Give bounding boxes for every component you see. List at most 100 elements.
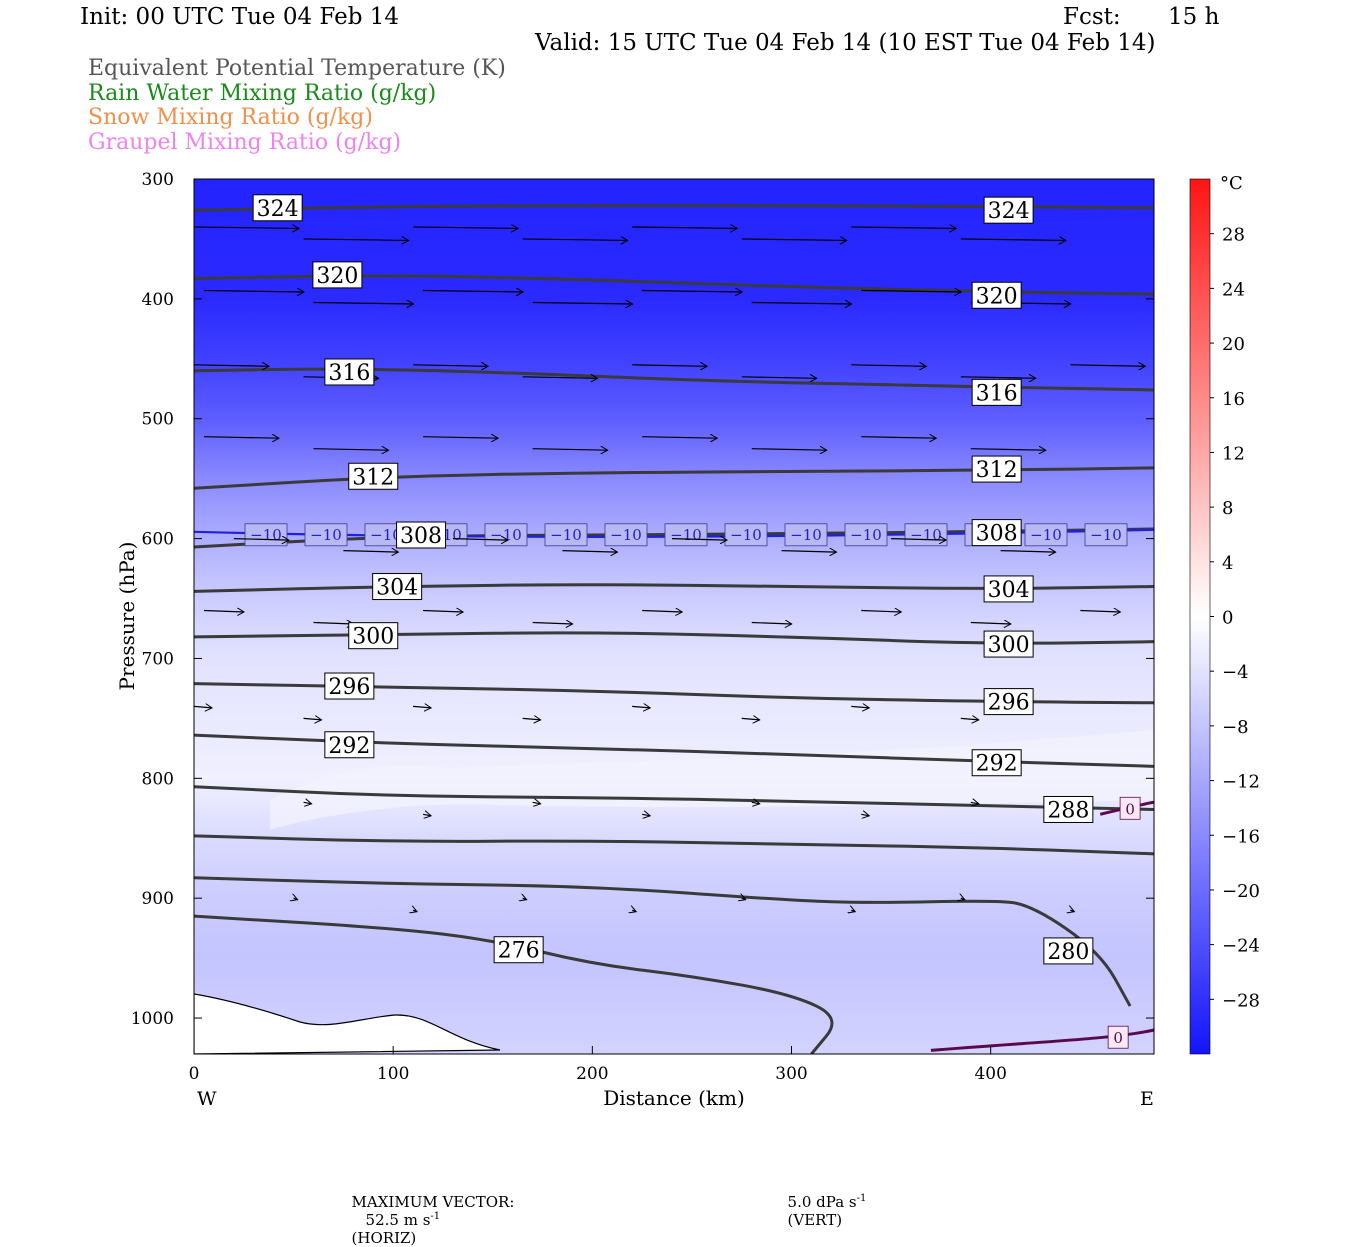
wind-vector: [303, 802, 312, 804]
x-axis-label: Distance (km): [603, 1086, 745, 1110]
surface-terrain: [194, 993, 501, 1054]
isotherm-label: 0: [1113, 1029, 1123, 1047]
isotherm-label: −10: [730, 526, 762, 544]
isotherm-label-box: [724, 523, 768, 547]
contour-label-box: [1043, 795, 1094, 823]
contour-label-box: [1043, 937, 1094, 965]
isotherm-label: −10: [250, 526, 282, 544]
wind-vector: [851, 365, 926, 367]
wind-vector: [194, 365, 269, 367]
contour-label: 320: [316, 264, 358, 289]
legend-graupel: Graupel Mixing Ratio (g/kg): [88, 130, 402, 155]
isotherm-label-box: [844, 523, 888, 547]
contour-label-box: [971, 455, 1022, 483]
colorbar-unit: °C: [1220, 173, 1243, 194]
wind-vector: [294, 898, 298, 900]
horiz-value: 52.5 m s: [365, 1211, 431, 1229]
wind-vector: [751, 623, 792, 625]
wind-vector: [632, 910, 636, 912]
contour-label-box: [324, 672, 375, 700]
wind-vector: [851, 227, 956, 229]
theta-e-contour: [194, 733, 1154, 768]
colorbar: °C 28 24 20 16 12 8 4 0 −4 −8 −12 −16 −20 −24 −28: [1189, 173, 1260, 1055]
colorbar-tick-label: 28: [1222, 225, 1245, 246]
x-tick-label: 200: [576, 1064, 608, 1084]
theta-e-contour: [194, 914, 834, 1054]
isotherm-label: −10: [790, 526, 822, 544]
wind-vector: [861, 814, 869, 816]
wind-vector: [861, 611, 901, 613]
isotherm-label: −10: [370, 526, 402, 544]
isotherm-label: −10: [310, 526, 342, 544]
axes: 300 400 500 600 700 800 900 1000 0 100 200 300 400: [131, 170, 1154, 1084]
isotherm-label-box: [1107, 1025, 1129, 1049]
contour-label: 308: [400, 524, 442, 549]
warm-band: [270, 730, 1154, 830]
y-tick-label: 300: [142, 170, 174, 190]
wind-vector: [642, 611, 682, 613]
contour-label-box: [983, 688, 1034, 716]
contour-label-box: [312, 261, 363, 289]
wind-vector: [203, 611, 244, 613]
wind-vector: [960, 239, 1066, 241]
wind-vector: [851, 910, 855, 912]
colorbar-tick-label: 16: [1222, 389, 1245, 410]
wind-vector: [413, 910, 417, 912]
colorbar-tick-label: 8: [1222, 498, 1233, 519]
contour-label-box: [372, 573, 423, 601]
wind-vector: [413, 227, 518, 229]
cross-section-chart: −10 −10 −10 −10 −10 −10 −10 −10 −10 −10 −10 −10 −10 −…: [115, 170, 1260, 1110]
vert-exp: -1: [856, 1193, 867, 1204]
vert-value: 5.0 dPa s: [787, 1193, 857, 1211]
wind-vector: [313, 623, 354, 625]
y-axis-label: Pressure (hPa): [115, 542, 139, 691]
max-vector-note: MAXIMUM VECTOR: 52.5 m s-1 (HORIZ): [342, 1175, 515, 1247]
contour-label: 324: [257, 197, 299, 222]
contour-label-box: [983, 575, 1034, 603]
east-label: E: [1140, 1088, 1154, 1110]
y-tick-label: 900: [142, 889, 174, 909]
y-tick-label: 700: [142, 649, 174, 669]
contour-label-box: [493, 936, 544, 964]
colorbar-tick-label: 0: [1222, 608, 1233, 629]
wind-vector: [970, 449, 1046, 451]
contour-label: 316: [976, 381, 1018, 406]
isotherm-label: −10: [670, 526, 702, 544]
isotherm-label: −10: [910, 526, 942, 544]
contour-label: 304: [988, 578, 1030, 603]
wind-vector: [313, 302, 414, 304]
isotherm-label: −10: [850, 526, 882, 544]
isotherm-label-box: [1119, 796, 1141, 820]
contour-label: 312: [976, 458, 1018, 483]
contour-label-box: [971, 519, 1022, 547]
contour-label-box: [971, 281, 1022, 309]
vert-vector-note: 5.0 dPa s-1 (VERT): [778, 1175, 867, 1229]
isotherm-label-box: [544, 523, 588, 547]
legend-snow: Snow Mixing Ratio (g/kg): [88, 105, 373, 130]
horiz-tag: (HORIZ): [351, 1229, 417, 1247]
plot-area: −10−10−10−10−10−10−10−10−10−10−10−10−10−…: [194, 179, 1154, 1054]
isotherm-label: 0: [1125, 800, 1135, 818]
theta-e-contour: [194, 274, 1154, 296]
colorbar-tick-label: −4: [1222, 662, 1249, 683]
wind-vector: [562, 551, 617, 553]
isotherm-label-box: [604, 523, 648, 547]
y-tick-label: 500: [142, 410, 174, 430]
wind-vector: [532, 802, 541, 804]
wind-vector: [970, 623, 1011, 625]
theta-e-contour: [194, 876, 1132, 1007]
wind-vector: [303, 239, 409, 241]
forecast-hours: 15 h: [1168, 4, 1220, 30]
legend-theta-e: Equivalent Potential Temperature (K): [88, 56, 506, 81]
wind-vector: [532, 449, 608, 451]
contour-label-box: [971, 749, 1022, 777]
wind-vector: [861, 290, 961, 292]
vert-tag: (VERT): [787, 1211, 843, 1229]
wind-vector: [203, 437, 279, 439]
isotherm-label-box: [664, 523, 708, 547]
contour-label: 300: [988, 633, 1030, 658]
wind-vector: [413, 365, 488, 367]
wind-vector: [741, 377, 817, 379]
colorbar-tick-label: 24: [1222, 279, 1245, 300]
contour-label: 308: [976, 522, 1018, 547]
